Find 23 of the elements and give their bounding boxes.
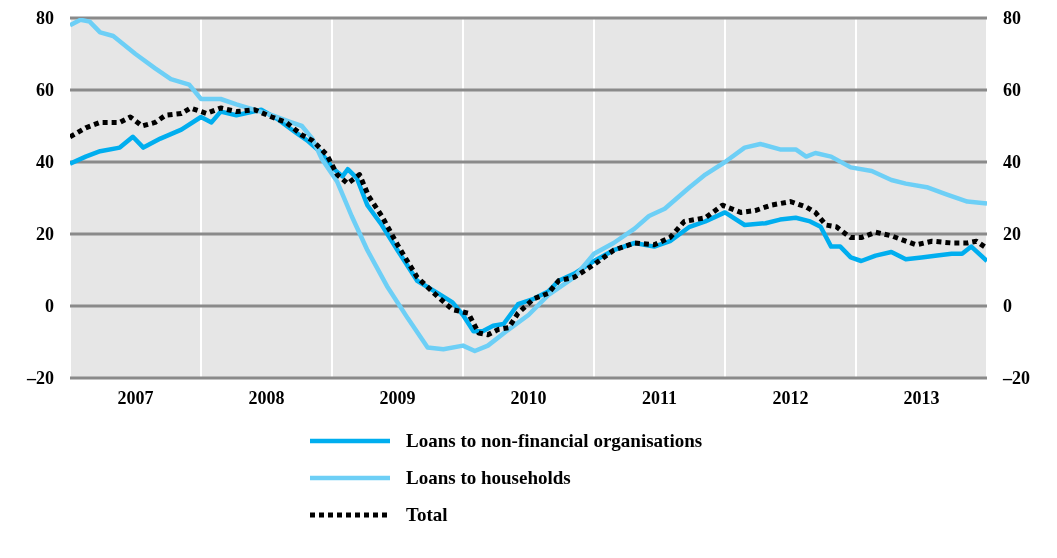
y2-tick-label: 20 (1003, 224, 1021, 244)
x-tick-label: 2012 (772, 388, 809, 408)
legend-label: Loans to households (406, 466, 571, 489)
line-series (70, 18, 987, 354)
x-tick-label: 2010 (510, 388, 547, 408)
x-tick-label: 2007 (117, 388, 154, 408)
legend-label: Loans to non-financial organisations (406, 429, 703, 452)
y-tick-label: 0 (45, 296, 54, 316)
x-tick-label: 2008 (248, 388, 285, 408)
y2-tick-label: 80 (1003, 8, 1021, 28)
y2-tick-label: 60 (1003, 80, 1021, 100)
x-tick-label: 2011 (641, 388, 678, 408)
y-tick-label: –20 (26, 368, 54, 388)
x-tick-label: 2013 (903, 388, 940, 408)
legend-label: Total (406, 503, 448, 526)
y-tick-label: 80 (36, 8, 54, 28)
y-tick-label: 60 (36, 80, 54, 100)
y2-tick-label: 0 (1003, 296, 1012, 316)
y2-tick-label: –20 (1002, 368, 1030, 388)
y-tick-label: 40 (36, 152, 54, 172)
y2-tick-label: 40 (1003, 152, 1021, 172)
y-tick-label: 20 (36, 224, 54, 244)
x-tick-label: 2009 (379, 388, 416, 408)
